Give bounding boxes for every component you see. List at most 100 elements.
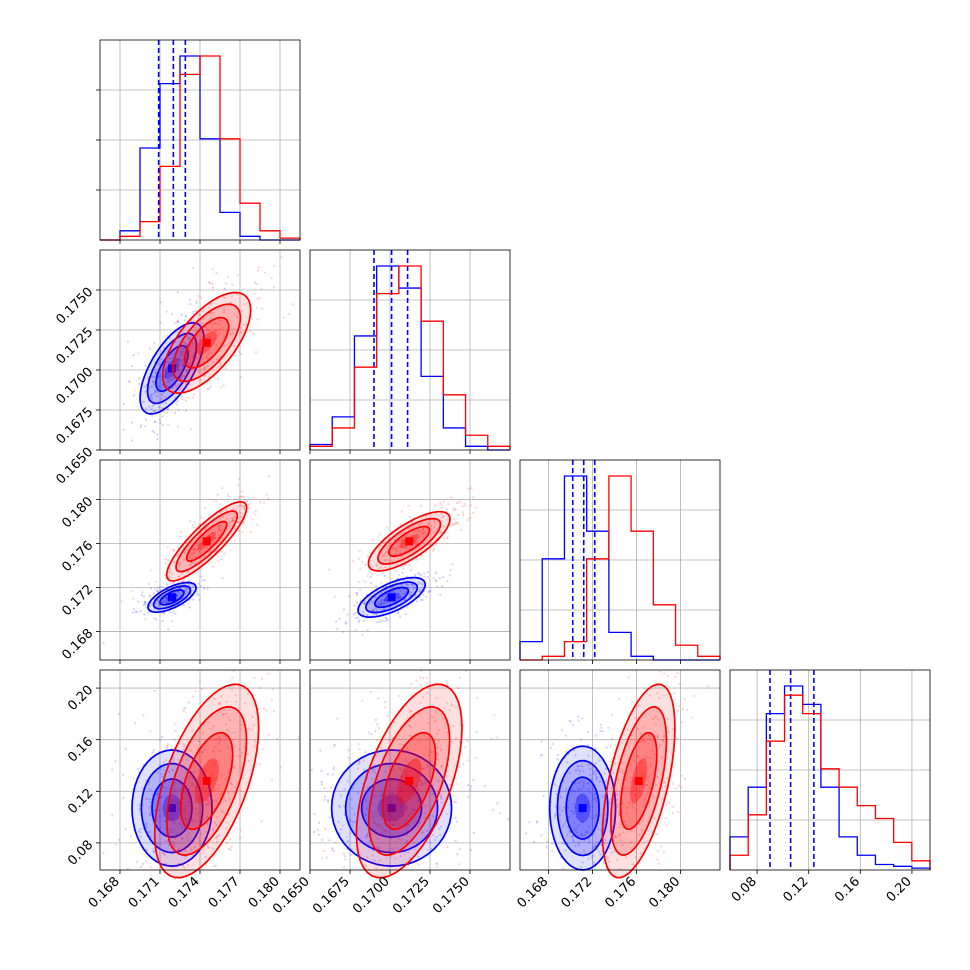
scatter-point — [188, 606, 191, 609]
scatter-point — [319, 749, 322, 752]
scatter-point — [198, 313, 202, 316]
scatter-point — [674, 787, 678, 790]
scatter-point — [440, 512, 443, 515]
scatter-point — [664, 816, 667, 820]
scatter-point — [400, 510, 404, 513]
scatter-point — [395, 552, 398, 556]
scatter-point — [184, 706, 187, 709]
scatter-point — [203, 367, 206, 371]
scatter-point — [225, 509, 229, 512]
scatter-point — [164, 557, 167, 561]
panel-3-2 — [519, 669, 721, 879]
scatter-point — [159, 421, 162, 424]
scatter-point — [578, 772, 581, 776]
scatter-point — [182, 604, 185, 607]
scatter-point — [201, 751, 204, 754]
x-tick-label: 0.1750 — [430, 874, 473, 917]
scatter-point — [587, 730, 590, 733]
scatter-point — [153, 376, 156, 379]
scatter-point — [169, 611, 172, 614]
density-peak — [405, 776, 414, 785]
scatter-point — [168, 337, 171, 340]
scatter-point — [233, 539, 237, 542]
scatter-point — [192, 330, 195, 333]
scatter-point — [179, 562, 182, 565]
scatter-point — [183, 558, 186, 561]
scatter-point — [677, 784, 680, 787]
scatter-point — [405, 583, 408, 586]
scatter-point — [231, 517, 234, 520]
x-tick-label: 0.1700 — [350, 874, 393, 917]
scatter-point — [188, 298, 191, 301]
contour-line — [364, 581, 419, 614]
scatter-point — [191, 524, 194, 527]
scatter-point — [417, 863, 420, 866]
scatter-point — [396, 597, 399, 600]
histogram-series-1 — [100, 55, 301, 241]
scatter-point — [440, 531, 443, 534]
scatter-point — [154, 390, 157, 394]
scatter-point — [452, 794, 455, 797]
scatter-point — [176, 365, 180, 368]
scatter-point — [239, 511, 242, 515]
scatter-point — [214, 537, 217, 540]
scatter-point — [331, 773, 334, 776]
scatter-point — [680, 721, 683, 724]
contour-line — [159, 589, 185, 606]
scatter-point — [414, 586, 417, 590]
scatter-point — [187, 336, 191, 340]
scatter-point — [397, 597, 400, 600]
scatter-point — [181, 364, 184, 367]
scatter-point — [212, 286, 215, 289]
scatter-point — [342, 866, 346, 869]
scatter-point — [218, 524, 221, 527]
scatter-point — [357, 620, 360, 624]
scatter-point — [426, 571, 430, 574]
y-tick-label: 0.16 — [65, 734, 96, 765]
scatter-point — [400, 538, 404, 541]
scatter-point — [143, 601, 147, 604]
scatter-point — [421, 598, 424, 602]
scatter-point — [148, 780, 151, 783]
scatter-point — [386, 618, 389, 622]
scatter-point — [256, 523, 259, 526]
scatter-point — [535, 821, 539, 824]
scatter-point — [176, 369, 180, 372]
scatter-point — [401, 540, 404, 543]
scatter-point — [342, 852, 346, 855]
scatter-point — [147, 393, 150, 396]
scatter-point — [416, 532, 419, 536]
scatter-point — [214, 329, 217, 332]
scatter-point — [209, 535, 212, 538]
scatter-point — [156, 793, 159, 796]
scatter-point — [193, 520, 197, 524]
scatter-point — [440, 503, 443, 507]
scatter-point — [453, 507, 456, 510]
scatter-point — [367, 731, 370, 734]
scatter-point — [195, 548, 198, 552]
scatter-point — [377, 603, 381, 606]
scatter-point — [350, 848, 353, 851]
scatter-point — [254, 510, 257, 513]
scatter-point — [143, 601, 146, 604]
scatter-point — [216, 358, 219, 361]
contour-line — [357, 576, 427, 618]
scatter-point — [320, 780, 323, 783]
contour-line — [139, 322, 205, 415]
scatter-point — [189, 551, 192, 555]
scatter-point — [421, 522, 424, 525]
scatter-point — [402, 537, 405, 540]
scatter-point — [182, 387, 186, 390]
scatter-point — [208, 312, 211, 316]
scatter-point — [219, 364, 222, 367]
scatter-point — [460, 528, 463, 532]
scatter-point — [456, 522, 459, 525]
scatter-point — [379, 563, 382, 566]
scatter-point — [383, 601, 386, 604]
scatter-point — [591, 817, 594, 820]
scatter-point — [146, 831, 149, 835]
scatter-point — [237, 520, 240, 523]
scatter-point — [209, 550, 212, 553]
scatter-point — [185, 343, 188, 346]
scatter-point — [152, 380, 155, 384]
